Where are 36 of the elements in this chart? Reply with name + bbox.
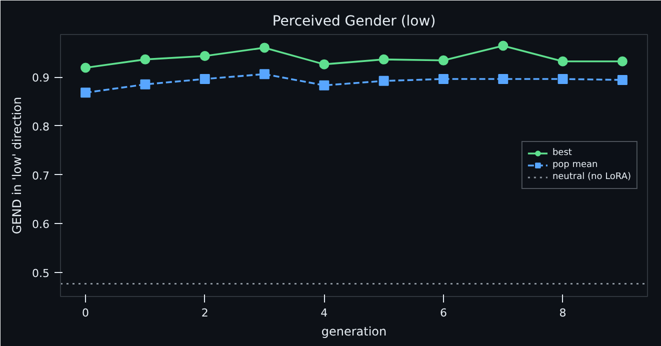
x-tick-label: 6: [440, 306, 447, 320]
chart-title: Perceived Gender (low): [272, 14, 436, 30]
y-tick-label: 0.7: [32, 169, 50, 182]
point: [80, 62, 91, 73]
point: [319, 59, 330, 70]
y-tick-label: 0.8: [32, 120, 50, 134]
point: [140, 54, 150, 64]
y-tick-label: 0.6: [32, 218, 50, 232]
x-tick-label: 2: [201, 306, 208, 320]
point: [319, 80, 330, 90]
point: [200, 51, 210, 61]
point: [498, 74, 508, 84]
point: [558, 74, 568, 84]
point: [617, 74, 628, 85]
point: [140, 79, 150, 90]
legend-label: neutral (no LoRA): [552, 171, 631, 183]
legend-label: pop mean: [552, 159, 598, 171]
legend-label: best: [552, 147, 572, 159]
point: [260, 42, 270, 53]
point: [80, 88, 91, 98]
x-axis-title: generation: [321, 324, 387, 338]
x-tick-label: 0: [82, 306, 90, 320]
y-tick-label: 0.5: [32, 267, 50, 280]
x-tick-label: 8: [559, 306, 566, 320]
y-tick-label: 0.9: [32, 72, 50, 85]
point: [200, 74, 210, 84]
point: [378, 54, 389, 64]
point: [617, 56, 628, 66]
point: [438, 55, 448, 66]
point: [498, 40, 508, 51]
point: [438, 74, 448, 84]
x-tick-label: 4: [320, 306, 328, 320]
point: [260, 69, 270, 80]
y-axis-title: GEND in 'low' direction: [10, 96, 24, 234]
point: [378, 76, 389, 86]
point: [558, 56, 568, 66]
